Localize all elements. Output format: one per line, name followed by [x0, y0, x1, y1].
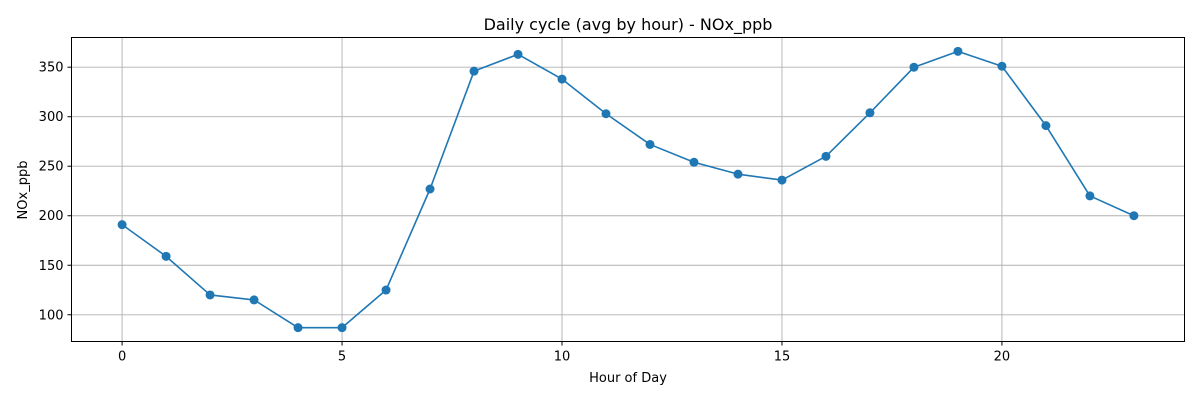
- data-point: [337, 323, 347, 333]
- data-point: [161, 251, 171, 261]
- data-point: [1129, 211, 1139, 221]
- data-point: [293, 323, 303, 333]
- y-axis-label: NOx_ppb: [16, 161, 31, 220]
- data-point: [1085, 191, 1095, 201]
- y-tick-label: 300: [39, 110, 64, 125]
- x-axis-label: Hour of Day: [589, 371, 667, 386]
- x-tick-label: 20: [994, 350, 1011, 365]
- data-point: [953, 46, 963, 56]
- y-axis-ticks: 100 150 200 250 300 350: [39, 61, 72, 323]
- data-point: [821, 151, 831, 161]
- data-point: [117, 220, 127, 230]
- data-point: [865, 108, 875, 118]
- x-tick-label: 10: [554, 350, 571, 365]
- data-point: [425, 184, 435, 194]
- data-point: [733, 169, 743, 179]
- data-point: [513, 49, 523, 59]
- data-point: [909, 62, 919, 72]
- plot-area-frame: [71, 37, 1185, 342]
- grid: [71, 37, 1185, 342]
- y-tick-label: 350: [39, 61, 64, 76]
- y-tick-label: 150: [39, 259, 64, 274]
- x-axis-ticks: 0 5 10 15 20: [118, 341, 1011, 365]
- data-point: [557, 74, 567, 84]
- data-point: [1041, 121, 1051, 131]
- data-point: [205, 290, 215, 300]
- data-point: [997, 61, 1007, 71]
- chart-title: Daily cycle (avg by hour) - NOx_ppb: [484, 15, 773, 35]
- y-tick-label: 100: [39, 308, 64, 323]
- data-point: [469, 66, 479, 76]
- data-point: [249, 295, 259, 305]
- series-line: [121, 50, 1135, 329]
- data-point: [689, 157, 699, 167]
- data-point: [601, 109, 611, 119]
- data-point: [381, 285, 391, 295]
- series-layer: [117, 46, 1139, 333]
- x-tick-label: 15: [774, 350, 791, 365]
- x-tick-label: 5: [338, 350, 346, 365]
- y-tick-label: 250: [39, 160, 64, 175]
- data-point: [777, 175, 787, 185]
- data-point: [645, 139, 655, 149]
- y-tick-label: 200: [39, 209, 64, 224]
- x-tick-label: 0: [118, 350, 126, 365]
